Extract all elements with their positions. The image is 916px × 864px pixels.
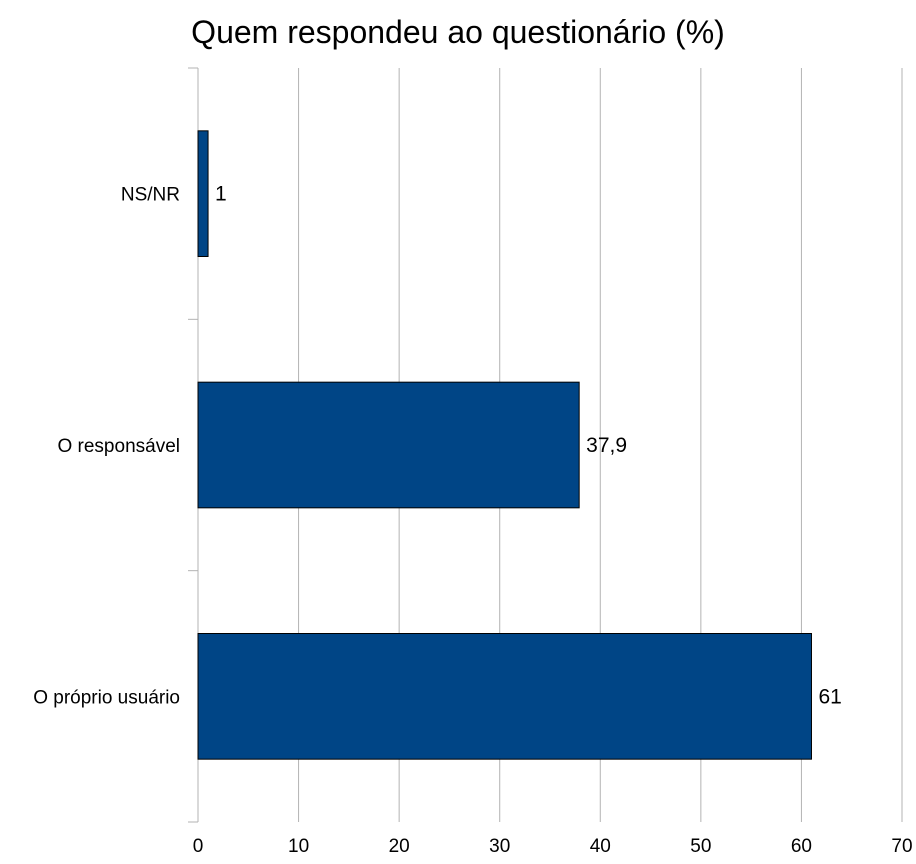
bar-0 [197, 130, 209, 257]
data-label-2: 61 [818, 685, 841, 708]
x-tick-label-40: 40 [590, 836, 611, 857]
x-tick-label-50: 50 [690, 836, 711, 857]
x-tick-label-0: 0 [193, 836, 204, 857]
data-label-1: 37,9 [586, 434, 627, 457]
x-tick-label-30: 30 [489, 836, 510, 857]
axes [188, 67, 199, 823]
bar-2 [197, 633, 812, 760]
data-label-0: 1 [215, 183, 227, 206]
category-label-0: NS/NR [121, 185, 180, 206]
x-tick-label-10: 10 [288, 836, 309, 857]
bar-1 [197, 381, 580, 509]
category-label-2: O próprio usuário [33, 687, 180, 708]
labels: 0 10 20 30 40 50 60 70 1 NS/NR 37,9 O responsável 61… [33, 183, 912, 857]
bars [197, 130, 812, 760]
x-tick-label-20: 20 [389, 836, 410, 857]
chart-title: Quem respondeu ao questionário (%) [191, 14, 725, 50]
category-label-1: O responsável [57, 436, 180, 457]
x-tick-label-70: 70 [891, 836, 912, 857]
x-tick-label-60: 60 [791, 836, 812, 857]
